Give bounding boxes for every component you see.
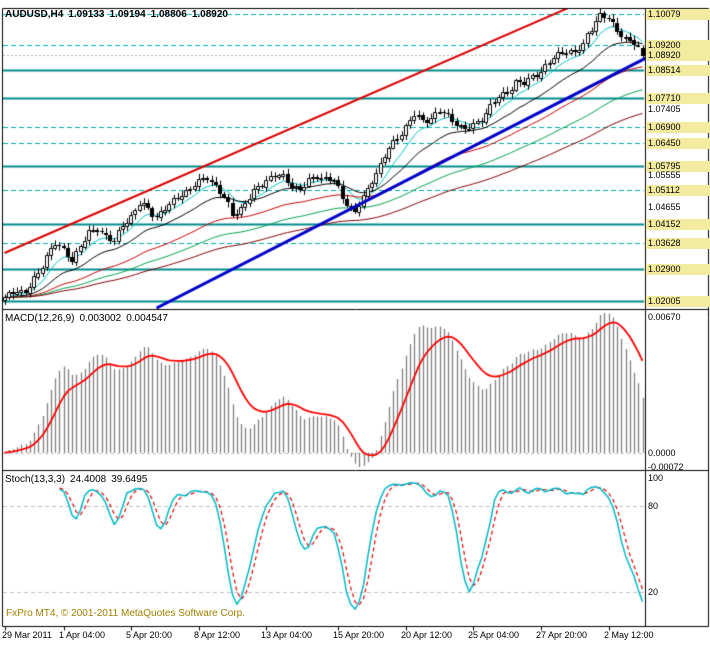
time-axis-label: 27 Apr 20:00 — [536, 630, 588, 640]
macd-name-label: MACD(12,26,9) — [5, 313, 75, 324]
stoch-signal-value: 39.6495 — [111, 474, 148, 485]
copyright-text: FxPro MT4, © 2001-2011 MetaQuotes Softwa… — [6, 608, 245, 619]
price-level-label: 1.05112 — [646, 185, 710, 196]
price-level-label: 1.02900 — [646, 264, 710, 275]
stoch-name-label: Stoch(13,3,3) — [5, 474, 66, 485]
macd-axis-label: 0.0000 — [648, 448, 676, 458]
macd-value: 0.003002 — [79, 313, 122, 324]
time-axis-label: 20 Apr 12:00 — [401, 630, 453, 640]
macd-axis-label: -0.00072 — [648, 462, 684, 472]
price-level-label: 1.10079 — [646, 9, 710, 20]
stoch-axis-label: 20 — [648, 587, 659, 597]
price-level-label: 1.09200 — [646, 40, 710, 51]
stoch-axis-label: 100 — [648, 473, 664, 483]
time-axis-label: 15 Apr 20:00 — [333, 630, 385, 640]
macd-title: MACD(12,26,9) 0.003002 0.004547 — [5, 313, 173, 324]
time-axis-label: 1 Apr 04:00 — [59, 630, 106, 640]
time-axis-label: 5 Apr 20:00 — [126, 630, 173, 640]
macd-signal-value: 0.004547 — [126, 313, 168, 324]
price-level-label: 1.08514 — [646, 65, 710, 76]
price-axis-label: 1.07405 — [648, 104, 681, 114]
ohlc-low: 1.08806 — [150, 9, 187, 20]
price-level-label: 1.06900 — [646, 122, 710, 133]
stoch-value: 24.4008 — [70, 474, 107, 485]
ohlc-high: 1.09194 — [109, 9, 146, 20]
price-level-label: 1.05795 — [646, 161, 710, 172]
time-axis-label: 2 May 12:00 — [604, 630, 654, 640]
time-axis-label: 8 Apr 12:00 — [194, 630, 241, 640]
time-axis-label: 13 Apr 04:00 — [261, 630, 313, 640]
price-level-label: 1.02005 — [646, 296, 710, 307]
price-level-label: 1.07710 — [646, 93, 710, 104]
price-level-label: 1.04152 — [646, 219, 710, 230]
ohlc-close: 1.08920 — [191, 9, 228, 20]
price-axis-label: 1.05555 — [648, 170, 681, 180]
time-axis-label: 29 Mar 2011 — [2, 630, 52, 640]
stoch-title: Stoch(13,3,3) 24.4008 39.6495 — [5, 474, 152, 485]
stoch-axis-label: 80 — [648, 501, 659, 511]
macd-axis-label: 0.00670 — [648, 312, 681, 322]
main-chart-title: AUDUSD,H4 1.09133 1.09194 1.08806 1.08920 — [5, 9, 233, 20]
price-level-label: 1.08920 — [646, 50, 710, 61]
price-axis-label: 1.04655 — [648, 202, 681, 212]
price-level-label: 1.06450 — [646, 138, 710, 149]
symbol-timeframe-label: AUDUSD,H4 — [5, 9, 64, 20]
time-axis-label: 25 Apr 04:00 — [468, 630, 520, 640]
price-level-label: 1.03628 — [646, 238, 710, 249]
ohlc-open: 1.09133 — [68, 9, 105, 20]
